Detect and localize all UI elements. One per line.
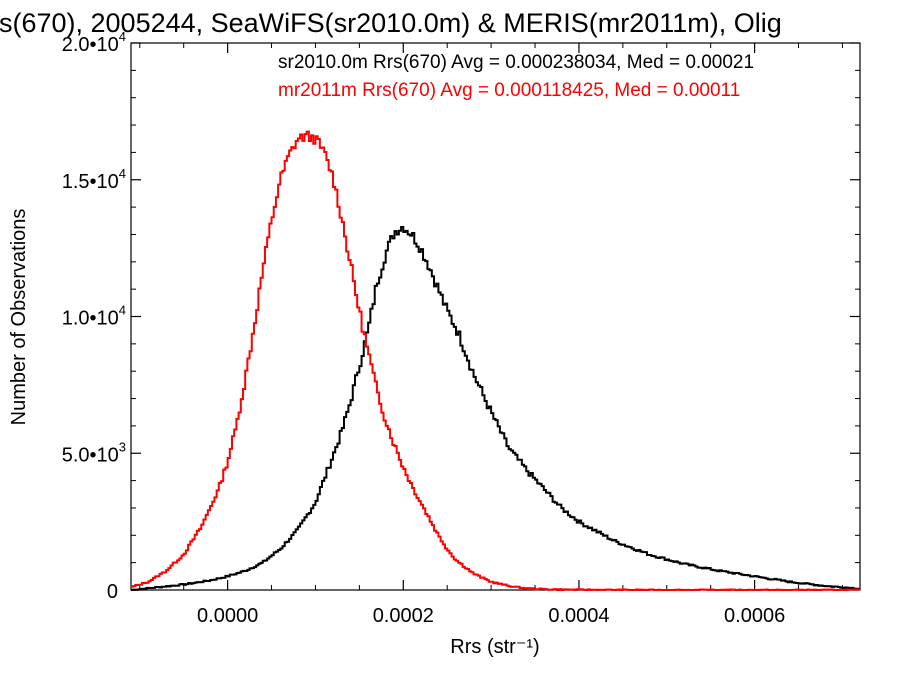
x-tick-label: 0.0004 [548,605,609,627]
y-axis-label: Number of Observations [8,209,30,426]
x-axis: 0.0000 0.0002 0.0004 0.0006 [139,43,843,627]
y-tick-label: 5.0•103 [62,439,126,466]
y-tick-label: 1.0•104 [62,303,126,330]
x-tick-label: 0.0006 [724,605,785,627]
y-tick-label: 2.0•104 [62,29,126,56]
x-tick-label: 0.0000 [197,605,258,627]
series-line-2 [131,130,860,591]
plot-frame [130,42,861,591]
series-line-1 [131,226,860,591]
y-tick-label: 1.5•104 [62,166,126,193]
x-axis-label: Rrs (str⁻¹) [450,636,539,658]
legend-label-series-2: mr2011m Rrs(670) Avg = 0.000118425, Med … [278,80,740,101]
y-tick-label: 0 [107,581,118,603]
y-axis: 0 5.0•103 1.0•104 1.5•104 2.0•104 [62,29,860,603]
series-layer [131,130,860,591]
legend-label-series-1: sr2010.0m Rrs(670) Avg = 0.000238034, Me… [278,52,754,73]
x-tick-label: 0.0002 [373,605,434,627]
chart-title: rs(670), 2005244, SeaWiFS(sr2010.0m) & M… [0,8,782,38]
